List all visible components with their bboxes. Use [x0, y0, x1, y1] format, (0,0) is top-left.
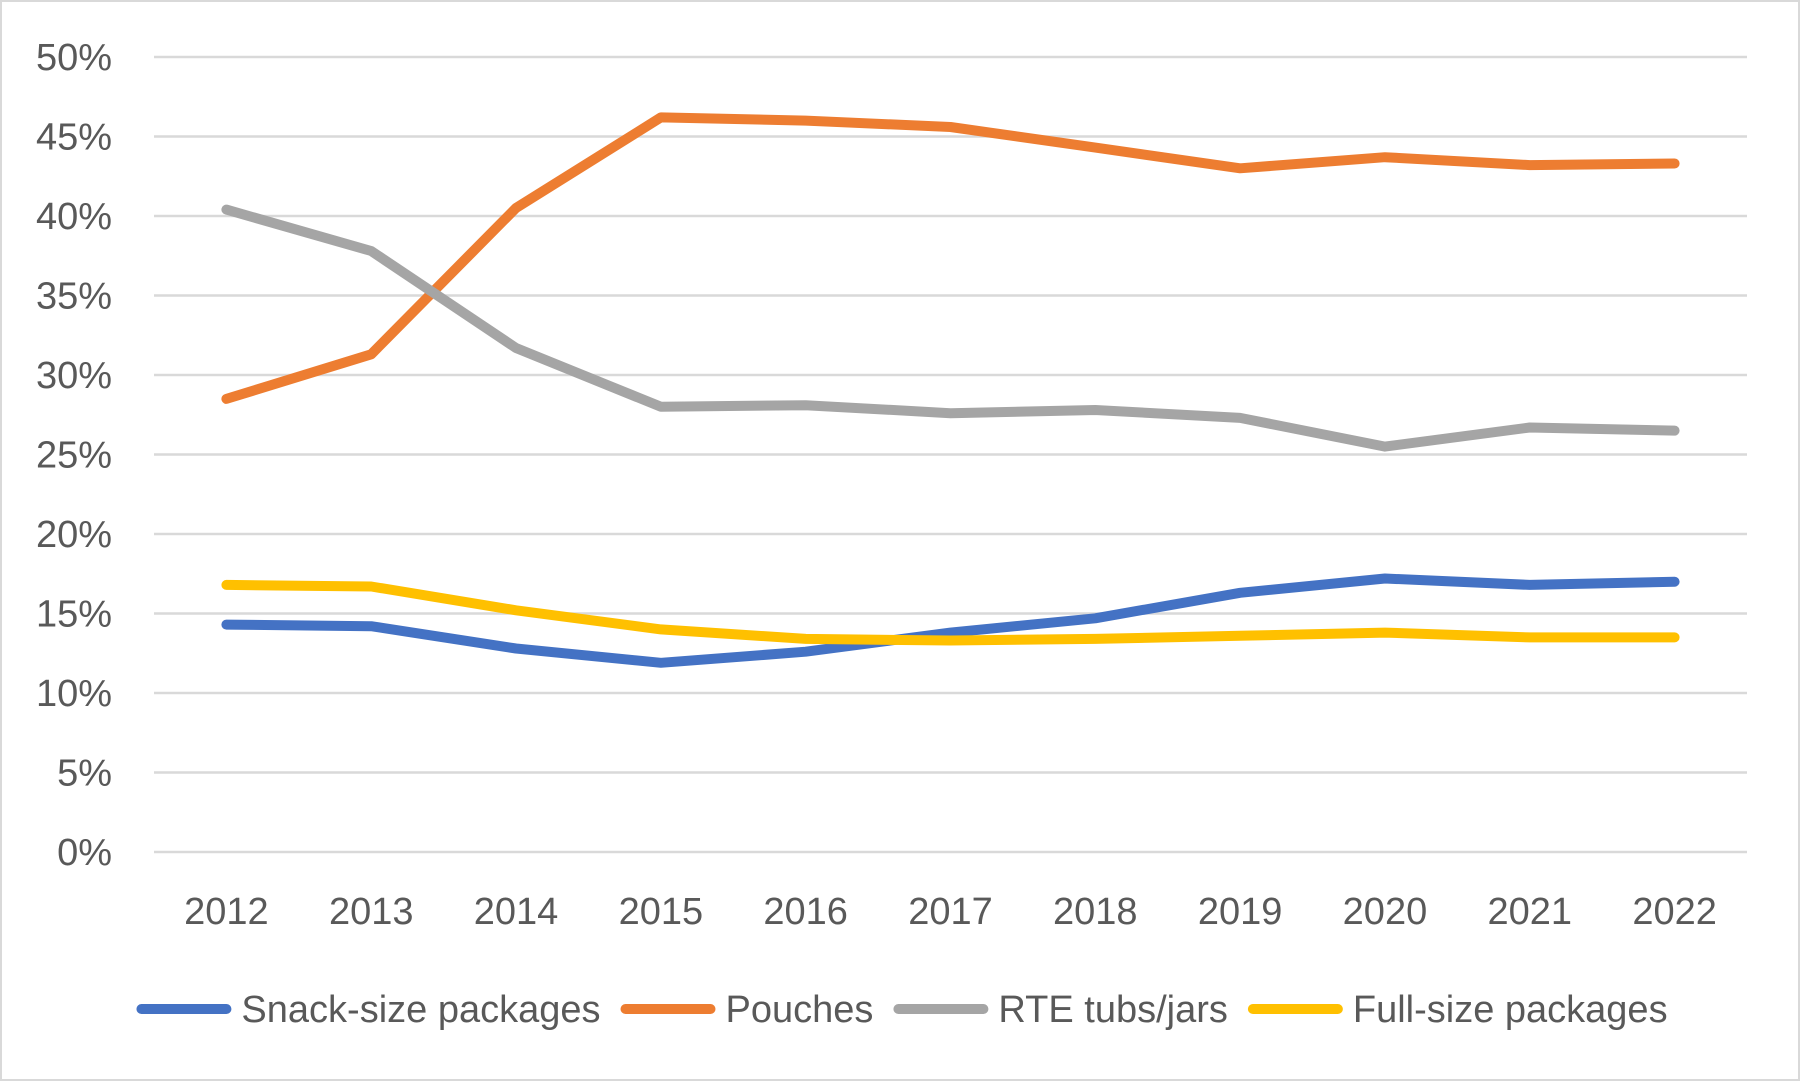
- x-tick-label: 2012: [184, 891, 269, 933]
- y-tick-label: 0%: [57, 832, 112, 874]
- y-tick-label: 50%: [36, 37, 112, 79]
- x-tick-label: 2021: [1487, 891, 1572, 933]
- series-line-full-size-packages: [221, 579, 1680, 646]
- legend-item: Snack-size packages: [136, 989, 601, 1031]
- x-tick-label: 2019: [1198, 891, 1283, 933]
- y-tick-label: 5%: [57, 753, 112, 795]
- x-tick-label: 2018: [1053, 891, 1138, 933]
- y-tick-label: 20%: [36, 514, 112, 556]
- y-tick-label: 45%: [36, 117, 112, 159]
- legend-label: Pouches: [726, 989, 874, 1031]
- x-axis-tick-labels: 2012 2013 2014 2015 2016 2017 2018 2019 2020 2021…: [184, 891, 1717, 933]
- x-tick-label: 2013: [329, 891, 414, 933]
- x-tick-label: 2017: [908, 891, 993, 933]
- x-tick-label: 2016: [763, 891, 848, 933]
- legend-label: RTE tubs/jars: [998, 989, 1227, 1031]
- series-line-rte-tubs-jars: [221, 204, 1680, 452]
- gridlines: [154, 55, 1747, 854]
- legend-label: Snack-size packages: [241, 989, 600, 1031]
- y-tick-label: 40%: [36, 196, 112, 238]
- legend-item: Pouches: [620, 989, 874, 1031]
- y-tick-label: 15%: [36, 594, 112, 636]
- x-tick-label: 2015: [619, 891, 704, 933]
- legend-label: Full-size packages: [1353, 989, 1668, 1031]
- series-line-snack-size-packages: [221, 573, 1680, 668]
- y-tick-label: 30%: [36, 355, 112, 397]
- y-axis-tick-labels: 0% 5% 10% 15% 20% 25% 30% 35% 40% 45% 50%: [36, 37, 112, 874]
- legend-item: RTE tubs/jars: [893, 989, 1228, 1031]
- x-tick-label: 2014: [474, 891, 559, 933]
- series-lines: [221, 112, 1680, 668]
- x-tick-label: 2022: [1632, 891, 1717, 933]
- y-tick-label: 10%: [36, 673, 112, 715]
- y-tick-label: 25%: [36, 435, 112, 477]
- series-line-pouches: [221, 112, 1680, 404]
- legend-item: Full-size packages: [1247, 989, 1668, 1031]
- x-tick-label: 2020: [1343, 891, 1428, 933]
- y-tick-label: 35%: [36, 276, 112, 318]
- legend: Snack-size packages Pouches RTE tubs/jars F…: [136, 989, 1668, 1031]
